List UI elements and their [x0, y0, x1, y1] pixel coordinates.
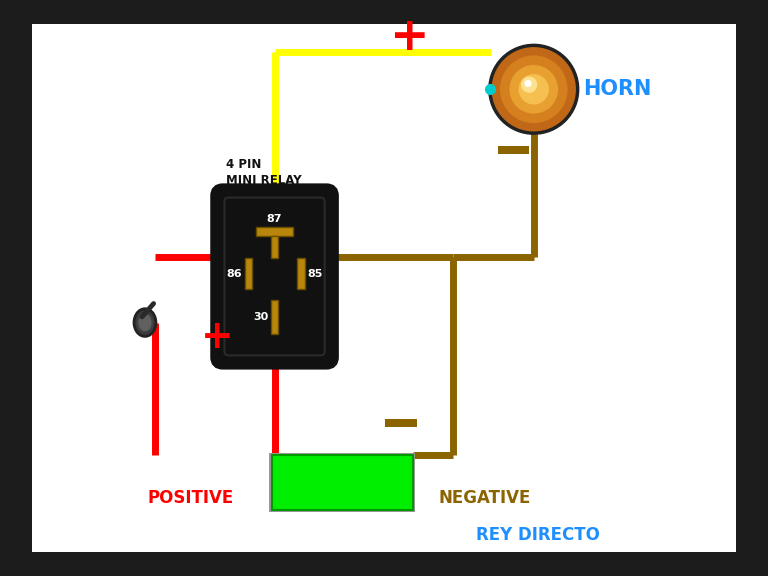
- Ellipse shape: [137, 313, 152, 332]
- Circle shape: [525, 81, 531, 86]
- Bar: [297, 257, 304, 289]
- Text: 30: 30: [253, 312, 268, 322]
- Text: 85: 85: [307, 268, 323, 279]
- Text: +: +: [390, 15, 430, 60]
- Circle shape: [492, 48, 575, 131]
- Circle shape: [521, 77, 537, 92]
- Text: REY DIRECTO: REY DIRECTO: [476, 525, 600, 544]
- Text: 4 PIN
MINI RELAY: 4 PIN MINI RELAY: [226, 158, 301, 187]
- Text: 87: 87: [266, 214, 283, 224]
- Bar: [256, 227, 293, 236]
- Bar: [272, 455, 413, 510]
- Bar: [244, 257, 252, 289]
- Ellipse shape: [134, 309, 156, 336]
- FancyBboxPatch shape: [216, 189, 333, 364]
- Bar: [271, 236, 278, 258]
- Circle shape: [510, 66, 558, 113]
- Text: POSITIVE: POSITIVE: [147, 489, 234, 507]
- Circle shape: [501, 56, 567, 123]
- Text: NEGATIVE: NEGATIVE: [439, 489, 531, 507]
- Text: HORN: HORN: [583, 79, 651, 99]
- Text: +: +: [200, 318, 233, 356]
- Bar: [271, 300, 278, 334]
- Bar: [270, 453, 415, 512]
- Bar: [386, 419, 417, 427]
- Circle shape: [519, 75, 548, 104]
- Circle shape: [488, 44, 579, 134]
- FancyBboxPatch shape: [224, 198, 325, 355]
- Bar: [498, 146, 529, 154]
- Text: 86: 86: [226, 268, 242, 279]
